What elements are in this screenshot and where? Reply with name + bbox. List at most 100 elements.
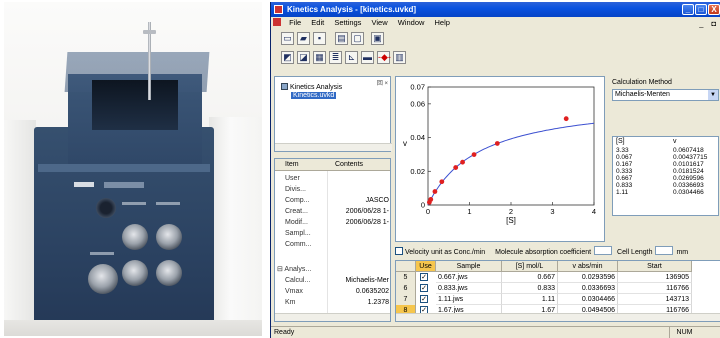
conc-cell[interactable]: 0.667 [502, 272, 558, 283]
velocity-cell[interactable]: 0.0336693 [558, 283, 618, 294]
use-checkbox[interactable]: ✓ [420, 295, 428, 303]
column-v[interactable]: v abs/min [558, 261, 618, 272]
row-number[interactable]: 8 [396, 305, 416, 316]
column-start[interactable]: Start [618, 261, 692, 272]
property-row[interactable]: Modif... 2006/06/28 1- [275, 217, 390, 228]
result-row[interactable]: 0.067 0.00437715 [613, 154, 718, 161]
instrument-white-housing-right [209, 117, 262, 327]
start-cell[interactable]: 143713 [618, 294, 692, 305]
use-checkbox[interactable]: ✓ [420, 284, 428, 292]
result-row[interactable]: 0.167 0.0101617 [613, 161, 718, 168]
sample-cell[interactable]: 1.11.jws [436, 294, 502, 305]
column-item[interactable]: Item [285, 161, 299, 168]
open-icon[interactable]: ▰ [297, 32, 310, 45]
menu-settings[interactable]: Settings [334, 18, 362, 27]
menu-view[interactable]: View [371, 18, 388, 27]
use-checkbox[interactable]: ✓ [420, 273, 428, 281]
print-preview-icon[interactable]: ▢ [351, 32, 364, 45]
y-tick-label: 0.06 [410, 99, 425, 108]
data-point [494, 141, 500, 146]
row-number[interactable]: 6 [396, 283, 416, 294]
menu-help[interactable]: Help [434, 18, 450, 27]
column-s-conc[interactable]: [S] mol/L [502, 261, 558, 272]
property-row[interactable]: User [275, 173, 390, 184]
property-row[interactable]: Comp... JASCO [275, 195, 390, 206]
analysis-row[interactable]: Vmax 0.0635202 [275, 286, 390, 297]
analysis-row[interactable]: Km 1.2378 [275, 297, 390, 308]
horizontal-scrollbar[interactable] [396, 313, 720, 321]
new-icon[interactable]: ▭ [281, 32, 294, 45]
pane-controls[interactable]: 回 × [376, 81, 388, 87]
property-row[interactable]: Sampl... [275, 228, 390, 239]
conc-cell[interactable]: 1.11 [502, 294, 558, 305]
menu-edit[interactable]: Edit [311, 18, 325, 27]
y-tick-label: 0.02 [410, 167, 425, 176]
image-icon[interactable]: ▣ [371, 32, 384, 45]
column-sample[interactable]: Sample [436, 261, 502, 272]
print-icon[interactable]: ▤ [335, 32, 348, 45]
graph-icon[interactable]: ◩ [281, 51, 294, 64]
list-icon[interactable]: ≣ [329, 51, 342, 64]
sample-cell[interactable]: 0.833.jws [436, 283, 502, 294]
marker-icon[interactable]: -◆- [377, 51, 391, 64]
menu-window[interactable]: Window [397, 18, 425, 27]
velocity-unit-checkbox[interactable] [395, 247, 403, 255]
result-list[interactable]: [S] v 3.33 0.0607418 0.067 0.00437715 0.167 0… [612, 136, 719, 216]
scale-icon[interactable]: ▬ [361, 51, 374, 64]
table-row[interactable]: 7 ✓ 1.11.jws 1.11 0.0304466 143713 [396, 294, 720, 305]
sample-compartment-opening [92, 80, 178, 130]
result-v: 0.00437715 [673, 154, 708, 161]
property-row[interactable]: Divis... [275, 184, 390, 195]
table-row[interactable]: 6 ✓ 0.833.jws 0.833 0.0336693 116766 [396, 283, 720, 294]
minimize-button[interactable]: _ [682, 4, 694, 15]
result-row[interactable]: 1.11 0.0304466 [613, 189, 718, 196]
property-row[interactable]: Comm... [275, 239, 390, 250]
analysis-group[interactable]: ⊟ Analys... [275, 264, 390, 275]
maximize-button[interactable]: □ [695, 4, 707, 15]
column-use[interactable]: Use [416, 261, 436, 272]
bar-icon[interactable]: ▥ [393, 51, 406, 64]
chevron-down-icon[interactable]: ▼ [708, 90, 718, 100]
property-row[interactable]: Creat... 2006/06/28 1- [275, 206, 390, 217]
result-row[interactable]: 0.667 0.0269596 [613, 175, 718, 182]
start-cell[interactable]: 116766 [618, 283, 692, 294]
mdi-controls[interactable]: _ ◘ [699, 19, 719, 28]
row-number[interactable]: 7 [396, 294, 416, 305]
data-point [428, 197, 434, 202]
y-tick-label: 0.07 [410, 83, 425, 92]
file-tree-pane: 回 × Kinetics Analysis Kinetics.uvkd [274, 76, 392, 152]
tree-item-kinetics-file[interactable]: Kinetics.uvkd [291, 92, 337, 99]
analysis-row[interactable]: Calcul... Michaelis-Mer [275, 275, 390, 286]
axis-icon[interactable]: ⊾ [345, 51, 358, 64]
list-header-s: [S] [616, 138, 625, 145]
result-s: 0.067 [616, 154, 633, 161]
conc-cell[interactable]: 0.833 [502, 283, 558, 294]
curve-fit-icon[interactable]: ◪ [297, 51, 310, 64]
x-tick-label: 2 [509, 207, 513, 216]
molecule-abs-input[interactable] [594, 246, 613, 255]
table-icon[interactable]: ▦ [313, 51, 326, 64]
document-icon[interactable] [273, 18, 281, 26]
tree-root[interactable]: Kinetics Analysis [281, 83, 342, 91]
calculation-method-select[interactable]: Michaelis-Menten ▼ [612, 89, 719, 101]
cell-length-label: Cell Length [617, 249, 653, 256]
start-cell[interactable]: 136905 [618, 272, 692, 283]
close-button[interactable]: X [708, 4, 720, 15]
velocity-cell[interactable]: 0.0304466 [558, 294, 618, 305]
title-bar[interactable]: Kinetics Analysis - [kinetics.uvkd] _ □ … [271, 2, 720, 17]
cell-length-input[interactable] [655, 246, 674, 255]
result-row[interactable]: 0.333 0.0181524 [613, 168, 718, 175]
sample-cell[interactable]: 0.667.jws [436, 272, 502, 283]
result-row[interactable]: 0.833 0.0336693 [613, 182, 718, 189]
model-plate [104, 182, 144, 188]
row-number[interactable]: 5 [396, 272, 416, 283]
result-row[interactable]: 3.33 0.0607418 [613, 147, 718, 154]
velocity-cell[interactable]: 0.0293596 [558, 272, 618, 283]
menu-file[interactable]: File [289, 18, 302, 27]
horizontal-scrollbar[interactable] [275, 143, 392, 151]
save-icon[interactable]: ▪ [313, 32, 326, 45]
horizontal-scrollbar[interactable] [275, 313, 390, 321]
column-contents[interactable]: Contents [335, 161, 364, 168]
table-row[interactable]: 5 ✓ 0.667.jws 0.667 0.0293596 136905 [396, 272, 720, 283]
grid-corner-header[interactable] [396, 261, 416, 272]
